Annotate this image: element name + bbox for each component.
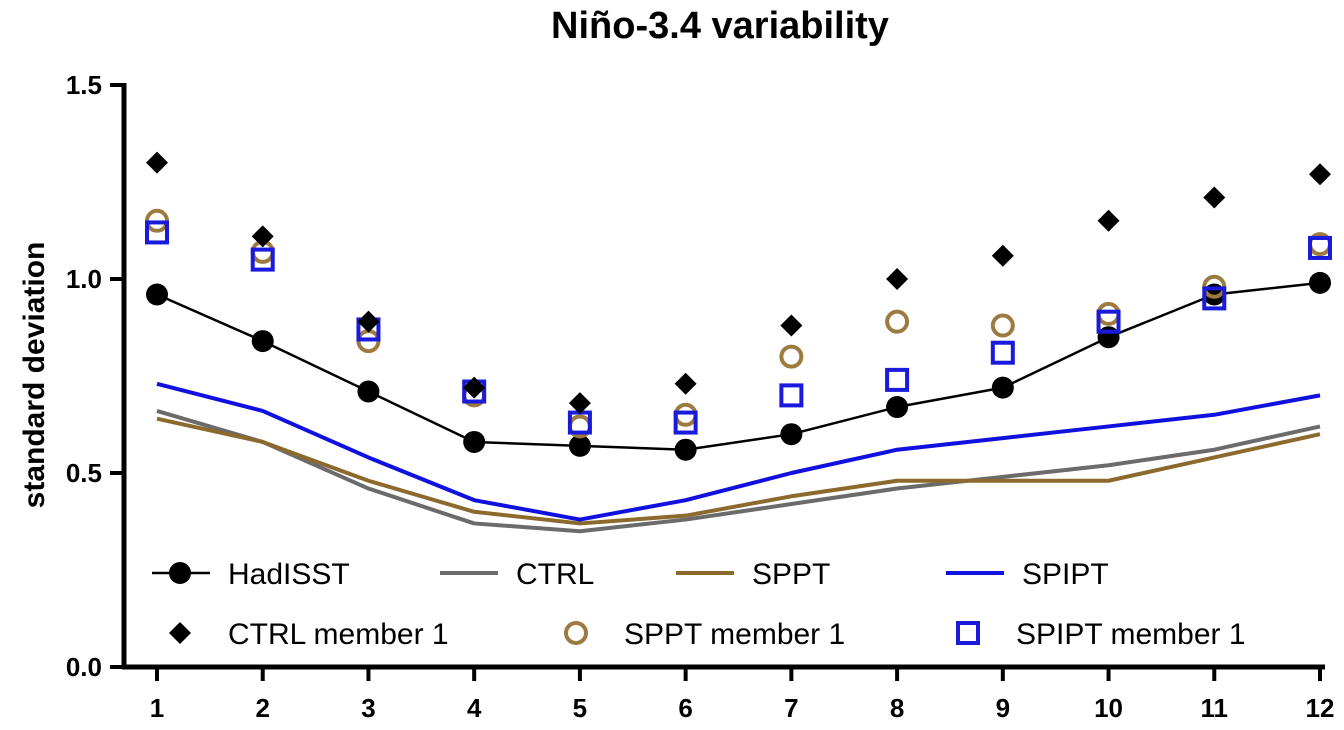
legend-label: SPPT (752, 558, 830, 591)
hadisst-point (1309, 271, 1331, 294)
y-tick-label: 1.0 (66, 264, 102, 294)
y-tick-label: 0.0 (66, 652, 102, 682)
ctrl-line (156, 409, 1321, 534)
ctrl-member-1-point (886, 268, 909, 290)
ctrl-member-1-point (568, 392, 591, 415)
hadisst-point (357, 380, 380, 403)
ctrl-member-1-point (1309, 163, 1331, 186)
hadisst-line (156, 281, 1321, 451)
series-hadisst (146, 271, 1331, 461)
x-tick-label: 1 (150, 693, 164, 723)
legend: HadISST CTRL SPPT SPIPT CTRL member 1 SPPT me… (152, 558, 1246, 651)
x-tick-label: 8 (890, 693, 904, 723)
spipt-member-1-point (990, 340, 1015, 365)
legend-label: SPIPT member 1 (1016, 618, 1246, 651)
sppt-member-1-point (990, 313, 1015, 338)
series-spipt-member-1 (145, 220, 1332, 435)
legend-item-ctrl: CTRL (440, 558, 594, 591)
series-ctrl-member-1 (146, 151, 1331, 415)
hadisst-point (463, 430, 486, 453)
spipt-member-1-point (145, 220, 169, 245)
ctrl-member-1-point (1097, 209, 1120, 232)
spipt-line (156, 381, 1321, 522)
legend-label: SPIPT (1022, 558, 1109, 591)
legend-label: HadISST (228, 558, 350, 591)
x-tick-label: 2 (255, 693, 269, 723)
axes: 0.00.51.01.51 2 3 4 5 6 7 8 9 10 11 12 (66, 70, 1335, 723)
hadisst-point (146, 283, 168, 306)
hadisst-point (1097, 326, 1120, 349)
sppt-member-1-point (885, 309, 910, 334)
y-axis-label: standard deviation (18, 242, 51, 509)
hadisst-point (251, 330, 274, 353)
x-tick-label: 11 (1201, 693, 1229, 723)
legend-item-ctrl-member-1: CTRL member 1 (169, 618, 449, 651)
series-sppt (156, 416, 1321, 526)
series-ctrl (156, 409, 1321, 534)
series-sppt-member-1 (145, 208, 1332, 439)
legend-item-spipt-member-1: SPIPT member 1 (956, 618, 1246, 651)
legend-swatch-marker (564, 621, 588, 645)
chart-title: Niño-3.4 variability (551, 5, 889, 47)
legend-item-sppt: SPPT (676, 558, 830, 591)
legend-item-hadisst: HadISST (152, 558, 350, 591)
ctrl-member-1-point (357, 310, 380, 333)
ctrl-member-1-point (1203, 186, 1226, 209)
sppt-line (156, 416, 1321, 526)
spipt-member-1-point (1308, 235, 1332, 260)
legend-swatch-marker (956, 621, 980, 645)
y-tick-label: 1.5 (66, 70, 102, 100)
hadisst-point (780, 423, 803, 446)
series-layer (145, 151, 1332, 534)
spipt-member-1-point (1202, 286, 1227, 311)
sppt-member-1-point (779, 344, 804, 369)
legend-label: CTRL (516, 558, 594, 591)
legend-swatch-marker (169, 622, 191, 644)
ctrl-member-1-point (780, 314, 803, 337)
spipt-member-1-point (885, 367, 910, 392)
spipt-member-1-point (673, 410, 698, 435)
hadisst-point (886, 396, 909, 419)
legend-item-sppt-member-1: SPPT member 1 (564, 618, 845, 651)
x-tick-label: 6 (678, 693, 692, 723)
series-spipt (156, 381, 1321, 522)
legend-label: CTRL member 1 (228, 618, 449, 651)
spipt-member-1-point (779, 383, 804, 408)
sppt-member-1-point (673, 402, 698, 427)
x-tick-label: 4 (467, 693, 482, 723)
legend-label: SPPT member 1 (624, 618, 845, 651)
x-tick-label: 7 (784, 693, 798, 723)
ctrl-member-1-point (146, 151, 168, 174)
ctrl-member-1-point (463, 376, 486, 399)
ctrl-member-1-point (991, 244, 1014, 267)
legend-swatch-marker (169, 562, 191, 584)
ctrl-member-1-point (251, 225, 274, 248)
y-tick-label: 0.5 (66, 458, 102, 488)
x-tick-label: 3 (361, 693, 375, 723)
sppt-member-1-point (1096, 301, 1121, 326)
ctrl-member-1-point (674, 372, 697, 395)
spipt-member-1-point (250, 247, 275, 272)
hadisst-point (991, 376, 1014, 399)
legend-item-spipt: SPIPT (946, 558, 1109, 591)
x-tick-label: 5 (573, 693, 587, 723)
x-tick-label: 12 (1306, 693, 1335, 723)
spipt-member-1-point (1096, 309, 1121, 334)
x-tick-label: 9 (996, 693, 1010, 723)
hadisst-point (674, 438, 697, 461)
x-tick-label: 10 (1094, 693, 1123, 723)
hadisst-point (568, 434, 591, 457)
